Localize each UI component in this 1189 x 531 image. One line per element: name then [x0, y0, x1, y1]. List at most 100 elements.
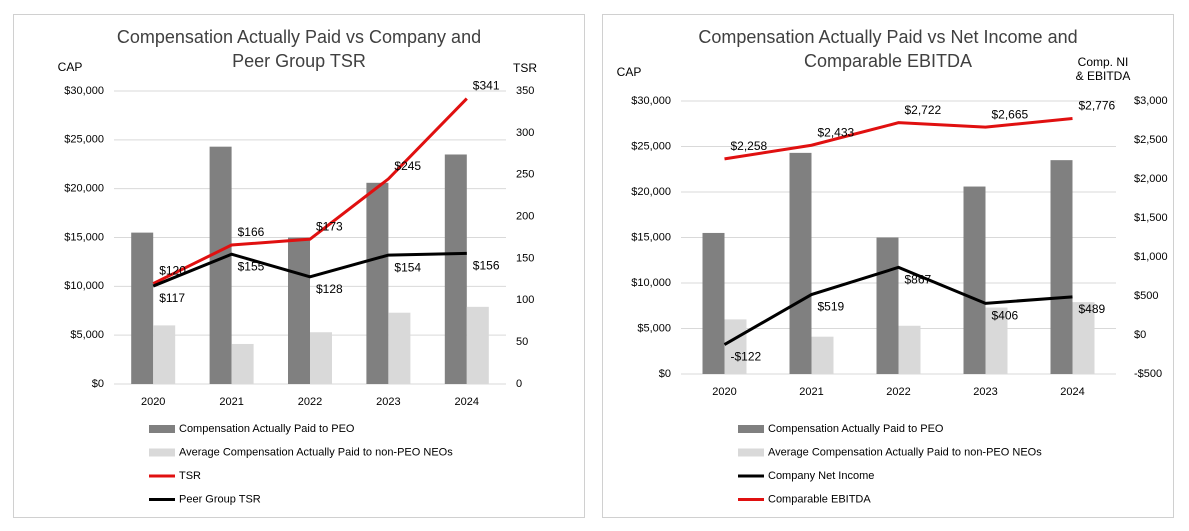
x-tick-label: 2024 — [1060, 386, 1084, 398]
y2-tick-label: -$500 — [1134, 368, 1162, 380]
y2-tick-label: 50 — [516, 336, 528, 348]
x-tick-label: 2022 — [298, 396, 322, 408]
legend-label: Comparable EBITDA — [768, 493, 871, 505]
x-tick-label: 2023 — [376, 396, 400, 408]
y-tick-label: $20,000 — [631, 186, 671, 198]
legend-label: Peer Group TSR — [179, 493, 261, 505]
y-tick-label: $15,000 — [64, 231, 104, 243]
data-label: -$122 — [731, 350, 762, 364]
data-label: $245 — [394, 159, 421, 173]
data-label: $2,433 — [818, 125, 855, 139]
legend-label: Average Compensation Actually Paid to no… — [179, 446, 453, 458]
bar — [310, 332, 332, 384]
y2-tick-label: $500 — [1134, 290, 1158, 302]
x-tick-label: 2021 — [219, 396, 243, 408]
data-label: $155 — [238, 259, 265, 273]
y2-tick-label: 100 — [516, 294, 534, 306]
data-label: $154 — [394, 260, 421, 274]
legend-label: TSR — [179, 470, 201, 482]
bar — [876, 237, 899, 374]
x-tick-label: 2024 — [455, 396, 479, 408]
data-label: $2,258 — [731, 139, 768, 153]
data-label: $2,722 — [905, 103, 942, 117]
data-label: $406 — [992, 309, 1019, 323]
data-label: $156 — [473, 259, 500, 273]
bar — [811, 336, 834, 374]
x-tick-label: 2020 — [141, 396, 165, 408]
bar — [724, 319, 747, 374]
bar — [153, 325, 176, 384]
y2-tick-label: 0 — [516, 378, 522, 390]
bar — [963, 186, 986, 374]
data-label: $166 — [238, 225, 265, 239]
y2-tick-label: $1,500 — [1134, 212, 1168, 224]
y-tick-label: $25,000 — [631, 140, 671, 152]
y-tick-label: $25,000 — [64, 134, 104, 146]
legend-swatch — [738, 425, 764, 433]
legend-swatch — [149, 425, 175, 433]
y2-tick-label: $3,000 — [1134, 95, 1168, 107]
chart: CAP $0 $5,000 $10,000 $15,000 $20,000 $25,000 $… — [617, 65, 1168, 505]
y2-tick-label: 350 — [516, 85, 534, 97]
y2-tick-label: 300 — [516, 127, 534, 139]
y-tick-label: $20,000 — [64, 183, 104, 195]
data-label: $489 — [1079, 302, 1106, 316]
y-tick-label: $0 — [659, 368, 671, 380]
legend-label: Compensation Actually Paid to PEO — [179, 423, 355, 435]
chart-panel: Compensation Actually Paid vs Company an… — [13, 14, 585, 518]
bar — [466, 306, 489, 384]
y-axis-label: CAP — [617, 65, 642, 79]
legend-swatch — [149, 448, 175, 457]
bar — [131, 232, 154, 384]
bar — [231, 343, 254, 384]
y-tick-label: $30,000 — [64, 85, 104, 97]
chart-title: Compensation Actually Paid vs Company an… — [116, 27, 482, 71]
chart-title: Compensation Actually Paid vs Net Income… — [698, 27, 1078, 71]
y2-tick-label: $2,500 — [1134, 134, 1168, 146]
line-series — [152, 251, 467, 288]
bar — [898, 325, 921, 374]
legend-label: Average Compensation Actually Paid to no… — [768, 446, 1042, 458]
data-label: $519 — [818, 300, 845, 314]
y-tick-label: $15,000 — [631, 231, 671, 243]
data-label: $341 — [473, 79, 500, 93]
y2-axis-label: Comp. NI & EBITDA — [1075, 55, 1131, 83]
y2-tick-label: $2,000 — [1134, 173, 1168, 185]
y2-tick-label: 250 — [516, 169, 534, 181]
line-series — [723, 265, 1073, 346]
bar — [789, 152, 812, 374]
data-label: $173 — [316, 219, 343, 233]
y2-tick-label: $0 — [1134, 329, 1146, 341]
y-tick-label: $30,000 — [631, 95, 671, 107]
bar — [702, 232, 725, 374]
y2-tick-label: 200 — [516, 210, 534, 222]
bar — [1050, 160, 1073, 374]
legend-label: Compensation Actually Paid to PEO — [768, 423, 944, 435]
y-tick-label: $10,000 — [64, 280, 104, 292]
y-tick-label: $10,000 — [631, 277, 671, 289]
line-series — [152, 97, 468, 285]
x-tick-label: 2023 — [973, 386, 997, 398]
bar — [1072, 302, 1095, 374]
data-label: $2,776 — [1079, 99, 1116, 113]
y-axis-label: CAP — [58, 60, 83, 74]
y-tick-label: $5,000 — [637, 322, 671, 334]
data-label: $117 — [159, 291, 185, 305]
data-label: $128 — [316, 282, 343, 296]
legend-label: Company Net Income — [768, 470, 874, 482]
legend-swatch — [738, 448, 764, 457]
bar — [209, 146, 232, 384]
chart: CAP $0 $5,000 $10,000 $15,000 $20,000 $25,000 $… — [58, 60, 535, 505]
data-label: $867 — [905, 273, 932, 287]
bar — [444, 154, 467, 384]
bar — [388, 312, 411, 384]
x-tick-label: 2022 — [886, 386, 910, 398]
y2-tick-label: $1,000 — [1134, 251, 1168, 263]
y2-tick-label: 150 — [516, 252, 534, 264]
bar — [366, 182, 389, 384]
x-tick-label: 2020 — [712, 386, 736, 398]
y-tick-label: $0 — [92, 378, 104, 390]
y2-axis-label: TSR — [513, 61, 537, 75]
data-label: $2,665 — [992, 107, 1029, 121]
